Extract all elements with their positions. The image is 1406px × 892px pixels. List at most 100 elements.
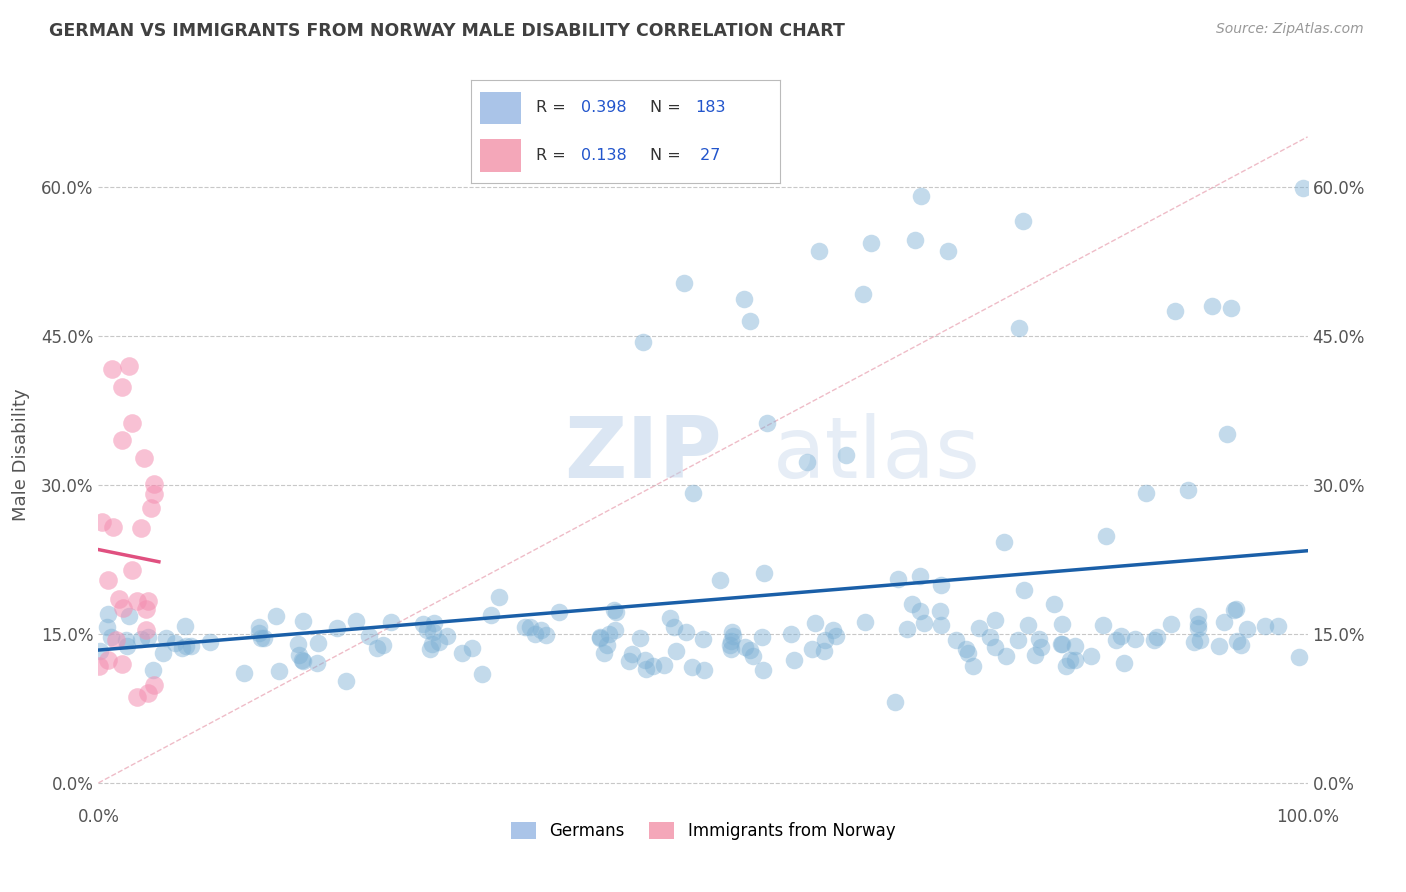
Point [111, 380, 134, 394]
Point [1109, 630, 1132, 644]
Point [548, 606, 571, 620]
Point [523, 626, 546, 640]
Point [681, 660, 703, 674]
Point [1105, 633, 1128, 648]
Point [420, 637, 443, 651]
Point [752, 663, 775, 677]
Point [929, 578, 952, 592]
Text: N =: N = [651, 101, 686, 115]
Point [957, 646, 980, 660]
Point [247, 626, 270, 640]
Point [515, 620, 537, 634]
Point [603, 623, 626, 637]
Point [807, 244, 830, 258]
Point [631, 335, 654, 350]
Point [139, 501, 162, 516]
Point [291, 652, 314, 666]
Point [1028, 632, 1050, 646]
Point [945, 632, 967, 647]
Point [172, 640, 194, 655]
Point [984, 640, 1007, 654]
Point [1054, 658, 1077, 673]
Point [983, 613, 1005, 627]
Point [125, 690, 148, 704]
Point [1225, 602, 1247, 616]
Point [1146, 630, 1168, 644]
Point [117, 639, 139, 653]
Point [621, 647, 644, 661]
Point [938, 244, 960, 259]
Point [91, 515, 114, 529]
Point [929, 617, 952, 632]
Point [1163, 303, 1185, 318]
Text: 0.138: 0.138 [581, 148, 627, 162]
Point [366, 640, 388, 655]
Point [118, 359, 141, 373]
Point [307, 636, 329, 650]
Point [662, 620, 685, 634]
Point [1187, 608, 1209, 623]
Point [346, 615, 368, 629]
Point [1008, 320, 1031, 334]
Point [634, 662, 657, 676]
Point [910, 189, 932, 203]
Point [912, 615, 935, 630]
Point [287, 648, 309, 662]
Point [665, 644, 688, 658]
Point [589, 631, 612, 645]
Point [1184, 635, 1206, 649]
Point [97, 573, 120, 587]
Point [595, 638, 617, 652]
Point [967, 621, 990, 635]
Point [1064, 653, 1087, 667]
Point [962, 658, 984, 673]
Point [335, 673, 357, 688]
Point [132, 451, 155, 466]
Point [896, 622, 918, 636]
Point [886, 572, 908, 586]
Point [804, 615, 827, 630]
Point [852, 287, 875, 301]
Y-axis label: Male Disability: Male Disability [11, 389, 30, 521]
Point [1213, 615, 1236, 629]
Point [115, 632, 138, 647]
FancyBboxPatch shape [481, 139, 520, 171]
Point [111, 601, 134, 615]
Point [658, 611, 681, 625]
Point [97, 653, 120, 667]
Point [823, 623, 845, 637]
Point [89, 644, 111, 658]
Point [1208, 639, 1230, 653]
Point [450, 647, 472, 661]
Point [1142, 632, 1164, 647]
Point [720, 642, 742, 657]
Point [598, 627, 620, 641]
Point [738, 643, 761, 657]
Point [536, 627, 558, 641]
Text: 183: 183 [696, 101, 725, 115]
Point [305, 656, 328, 670]
Point [416, 623, 439, 637]
Point [125, 594, 148, 608]
Point [908, 604, 931, 618]
Text: N =: N = [651, 148, 686, 162]
Point [733, 292, 755, 306]
Point [1188, 632, 1211, 647]
Point [721, 628, 744, 642]
Point [380, 615, 402, 629]
Point [1226, 634, 1249, 648]
Point [121, 564, 143, 578]
Point [198, 635, 221, 649]
Point [709, 573, 731, 587]
Point [1007, 632, 1029, 647]
Point [1187, 622, 1209, 636]
Point [859, 235, 882, 250]
Point [593, 646, 616, 660]
Point [1220, 301, 1243, 315]
Point [1050, 636, 1073, 650]
Point [135, 602, 157, 616]
Point [250, 632, 273, 646]
Point [141, 663, 163, 677]
Point [1050, 637, 1073, 651]
Point [1114, 657, 1136, 671]
